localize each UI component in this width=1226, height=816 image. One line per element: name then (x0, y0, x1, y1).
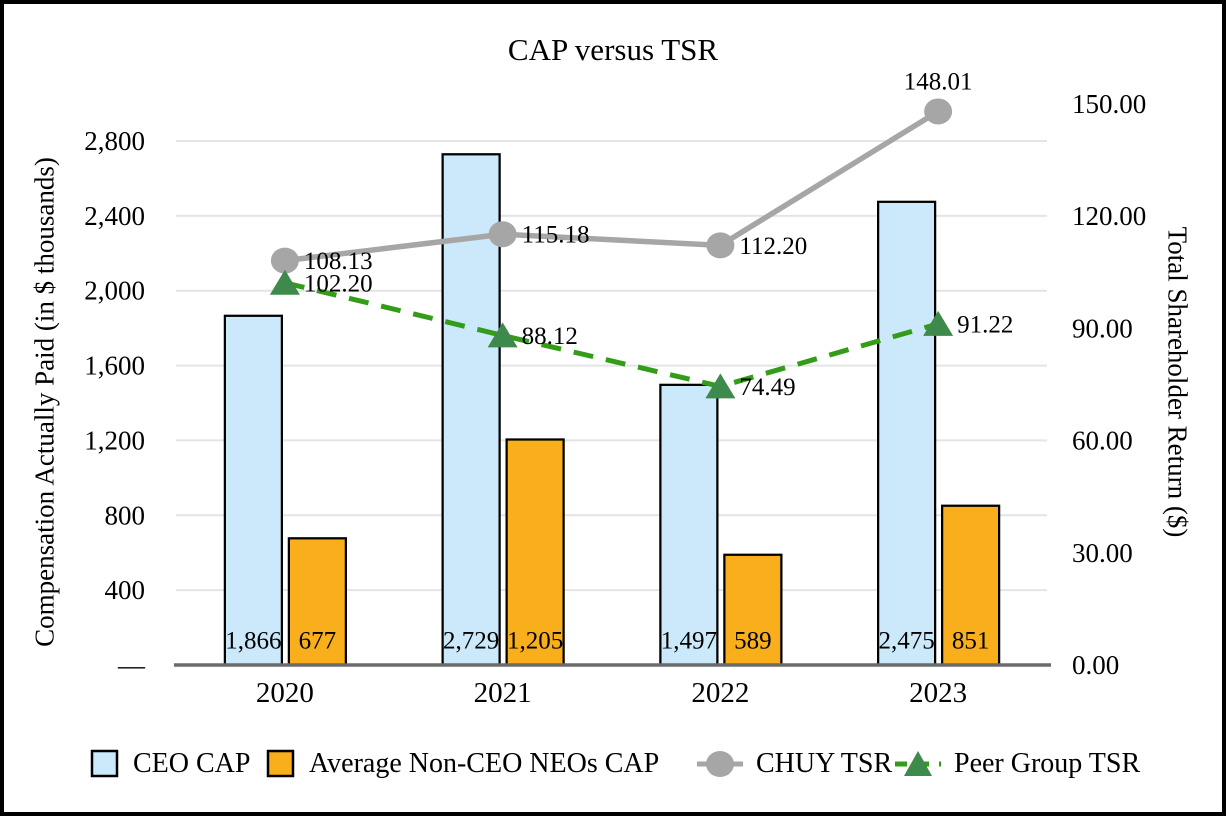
neo-cap-swatch-icon (266, 749, 295, 778)
left-axis-tick: 2,000 (84, 276, 145, 306)
chuy-swatch-circle (706, 751, 734, 777)
legend-item-peer-tsr: Peer Group TSR (895, 748, 1140, 780)
plot-area: — 400 800 1,200 1,600 2,000 2,400 2,800 0.00 30.0… (84, 68, 1146, 709)
point-label: 148.01 (904, 68, 973, 95)
bar-value-label: 1,866 (225, 628, 281, 655)
bar-value-label: 589 (734, 628, 772, 655)
point-label: 108.13 (304, 248, 373, 275)
x-axis-label: 2023 (909, 677, 967, 709)
bar-ceo-cap-2020 (223, 314, 283, 667)
bar-ceo-cap-2022 (659, 383, 719, 667)
x-axis-label: 2021 (474, 677, 532, 709)
right-axis-tick: 0.00 (1072, 650, 1119, 680)
chuy-tsr-line (284, 109, 940, 264)
right-axis-tick: 60.00 (1072, 426, 1133, 456)
legend: CEO CAP Average Non-CEO NEOs CAP CHUY TS… (4, 748, 1222, 782)
left-axis-tick: 2,400 (84, 201, 145, 231)
legend-label-neo-cap: Average Non-CEO NEOs CAP (309, 748, 660, 779)
peer-marker-icon (487, 322, 518, 348)
neo-cap-swatch-rect (266, 749, 295, 778)
chuy-marker-icon (924, 98, 953, 125)
left-axis-tick: 400 (105, 575, 146, 605)
peer-marker-icon (269, 269, 300, 295)
right-axis-tick: 150.00 (1072, 89, 1146, 119)
peer-swatch-triangle (904, 751, 932, 776)
left-axis-tick: 1,200 (84, 425, 145, 455)
bar-ceo-cap-2023 (877, 200, 937, 667)
chuy-marker-icon (488, 221, 517, 248)
bar-value-label: 2,729 (443, 628, 499, 655)
point-label: 88.12 (522, 323, 578, 350)
left-axis-tick: 2,800 (84, 126, 145, 156)
left-axis-tick: — (117, 650, 146, 680)
chuy-tsr-swatch-icon (697, 751, 743, 777)
legend-label-peer-tsr: Peer Group TSR (954, 748, 1141, 779)
bar-neo-cap-2022 (723, 553, 783, 667)
bar-value-label: 2,475 (879, 628, 935, 655)
bar-value-label: 677 (299, 628, 337, 655)
right-axis-tick: 30.00 (1072, 538, 1133, 568)
left-axis-tick: 800 (105, 500, 146, 530)
chuy-marker-icon (270, 247, 299, 274)
legend-item-chuy-tsr: CHUY TSR (697, 748, 892, 780)
point-label: 102.20 (304, 270, 373, 297)
bar-value-label: 851 (952, 628, 990, 655)
x-axis-label: 2020 (256, 677, 314, 709)
legend-item-ceo-cap: CEO CAP (90, 748, 250, 780)
point-label: 115.18 (522, 222, 590, 249)
point-label: 91.22 (957, 311, 1013, 338)
bar-neo-cap-2023 (941, 504, 1001, 667)
peer-tsr-line (284, 280, 939, 389)
legend-label-chuy-tsr: CHUY TSR (756, 748, 893, 779)
bar-neo-cap-2020 (287, 537, 347, 667)
left-axis-tick: 1,600 (84, 351, 145, 381)
peer-marker-icon (705, 373, 736, 399)
peer-marker-icon (923, 310, 954, 336)
point-label: 74.49 (739, 374, 795, 401)
peer-tsr-swatch-icon (895, 751, 941, 776)
chart-title: CAP versus TSR (507, 32, 719, 67)
right-axis-tick: 90.00 (1072, 313, 1133, 343)
bar-value-label: 1,205 (507, 628, 563, 655)
legend-label-ceo-cap: CEO CAP (133, 748, 251, 779)
bar-value-label: 1,497 (661, 628, 717, 655)
legend-item-neo-cap: Average Non-CEO NEOs CAP (266, 748, 659, 780)
point-label: 112.20 (739, 233, 807, 260)
ceo-cap-swatch-icon (90, 749, 119, 778)
x-axis-label: 2022 (691, 677, 749, 709)
ceo-cap-swatch-rect (90, 749, 119, 778)
right-axis-tick: 120.00 (1072, 201, 1146, 231)
chuy-marker-icon (706, 232, 735, 259)
